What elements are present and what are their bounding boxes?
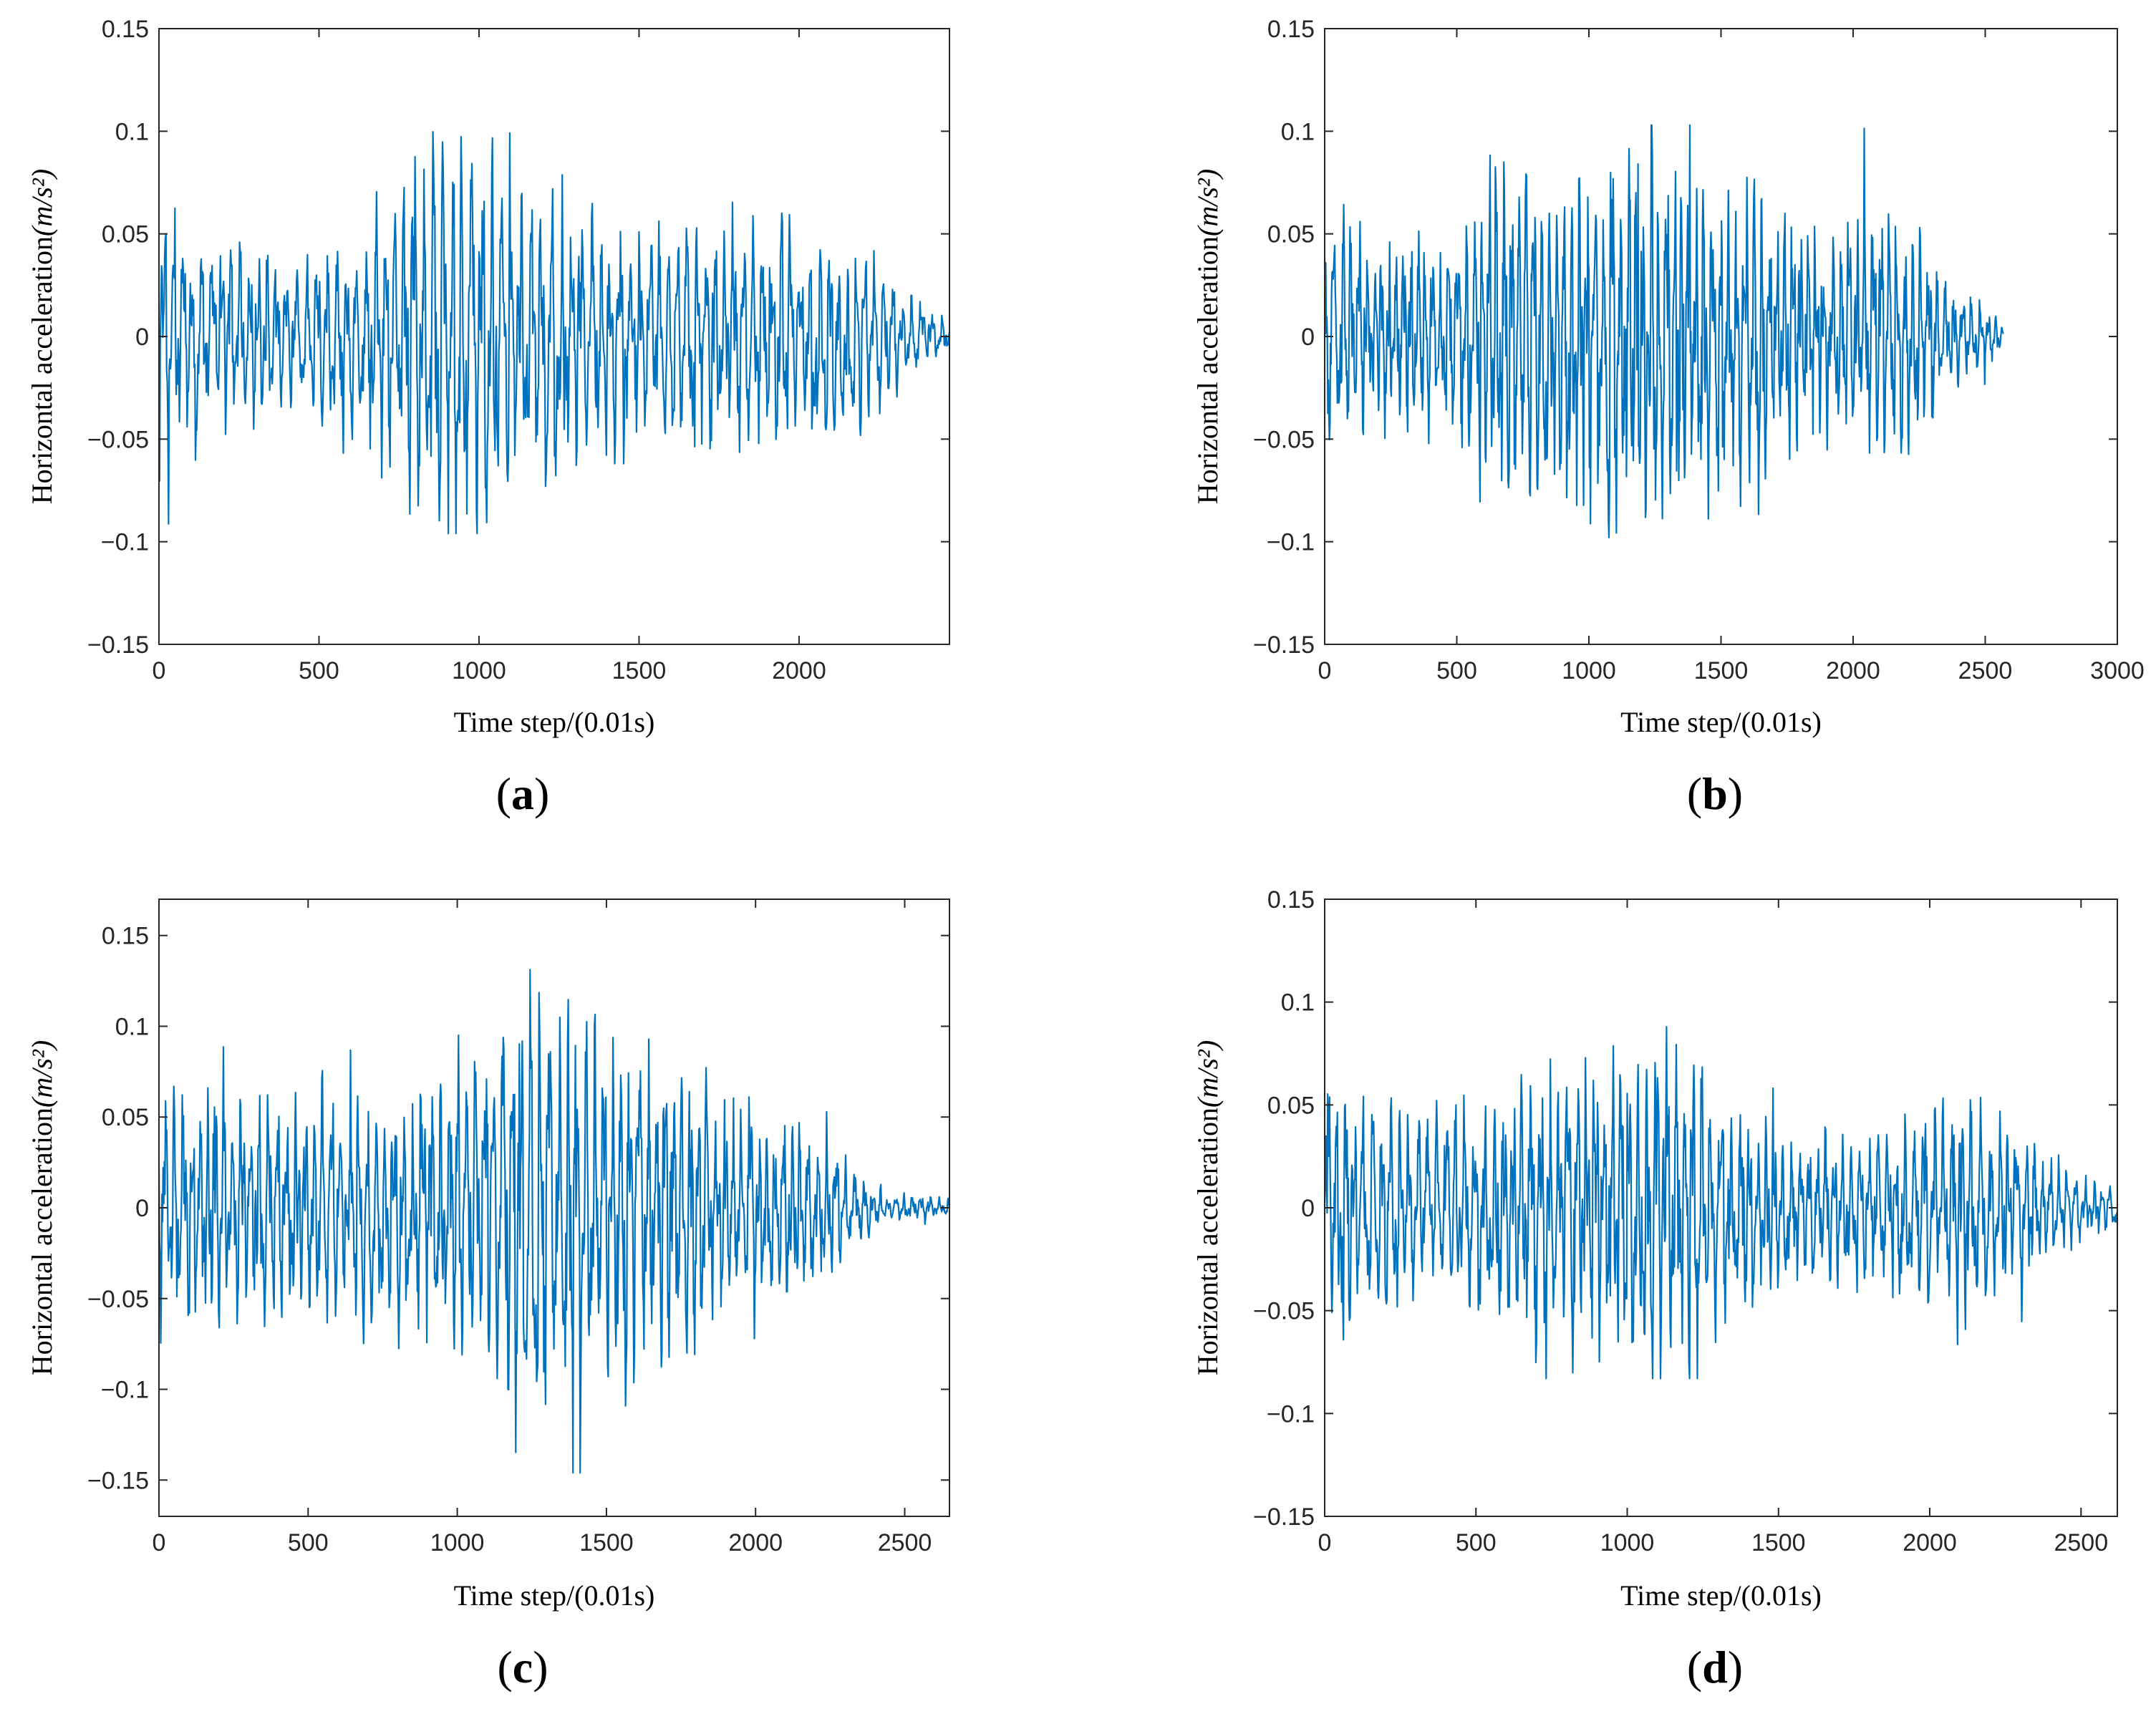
y-tick-label: −0.1 — [1267, 529, 1315, 556]
chart-panel-c: −0.15 −0.1 −0.05 0 0.05 0.1 0.15 0 500 1000 1500 20… — [26, 899, 951, 1692]
series-line-a — [158, 131, 951, 535]
y-tick-label: 0.1 — [115, 1013, 149, 1040]
series-line-d — [1323, 1025, 2118, 1380]
y-tick-label: −0.1 — [101, 1377, 149, 1404]
y-tick-label: 0.05 — [102, 221, 149, 248]
x-tick-label: 0 — [153, 657, 166, 684]
chart-panel-b: −0.15 −0.1 −0.05 0 0.05 0.1 0.15 0 500 1000 1500 20… — [1191, 16, 2145, 819]
y-tick-label: 0 — [1301, 324, 1315, 351]
y-tick-label: −0.1 — [1267, 1400, 1315, 1428]
x-tick-label: 1000 — [1562, 657, 1616, 684]
plot-frame-c — [158, 899, 950, 1517]
y-tick-label: −0.15 — [87, 1467, 149, 1494]
chart-panel-a: −0.15 −0.1 −0.05 0 0.05 0.1 0.15 0 500 1000 1500 20… — [26, 16, 951, 819]
y-tick-label: −0.15 — [1253, 1503, 1315, 1531]
x-tick-label: 1000 — [430, 1529, 485, 1556]
panel-label-b: (b) — [1687, 768, 1743, 819]
y-tick-label: 0.05 — [1267, 221, 1315, 248]
y-axis-label: Horizontal acceleration(m/s²) — [1191, 1040, 1224, 1375]
x-tick-label: 500 — [1436, 657, 1477, 684]
y-tick-label: 0 — [135, 1195, 149, 1222]
x-tick-label: 500 — [299, 657, 339, 684]
y-tick-label: 0 — [1301, 1195, 1315, 1222]
x-tick-label: 500 — [288, 1529, 329, 1556]
y-axis-label: Horizontal acceleration(m/s²) — [26, 1040, 58, 1375]
x-tick-label: 2000 — [1826, 657, 1880, 684]
series-line-b — [1323, 124, 2004, 539]
x-tick-label: 0 — [153, 1529, 166, 1556]
x-tick-label: 2500 — [1958, 657, 2013, 684]
y-axis-label: Horizontal acceleration(m/s²) — [1191, 169, 1224, 504]
y-tick-label: −0.05 — [1253, 426, 1315, 453]
x-tick-label: 2000 — [772, 657, 826, 684]
x-tick-label: 2500 — [2054, 1529, 2108, 1556]
y-tick-label: 0.15 — [1267, 16, 1315, 43]
y-tick-label: 0 — [135, 324, 149, 351]
x-tick-label: 0 — [1318, 1529, 1332, 1556]
x-tick-label: 2500 — [878, 1529, 932, 1556]
x-tick-label: 1500 — [612, 657, 667, 684]
x-tick-label: 3000 — [2090, 657, 2145, 684]
y-tick-label: 0.05 — [1267, 1092, 1315, 1119]
y-axis-label: Horizontal acceleration(m/s²) — [26, 169, 58, 504]
chart-panel-d: −0.15 −0.1 −0.05 0 0.05 0.1 0.15 0 500 1000 1500 20… — [1191, 886, 2118, 1692]
x-tick-label: 2000 — [1903, 1529, 1957, 1556]
y-tick-label: 0.05 — [102, 1104, 149, 1131]
y-tick-label: −0.1 — [101, 529, 149, 556]
y-tick-label: 0.1 — [1281, 118, 1315, 145]
y-tick-label: −0.05 — [87, 426, 149, 453]
x-tick-label: 1000 — [1600, 1529, 1655, 1556]
x-tick-label: 1500 — [1751, 1529, 1806, 1556]
y-tick-label: −0.15 — [1253, 631, 1315, 659]
y-tick-label: 0.1 — [1281, 989, 1315, 1017]
panel-label-c: (c) — [497, 1642, 548, 1692]
x-tick-label: 500 — [1456, 1529, 1497, 1556]
x-tick-label: 1500 — [1694, 657, 1749, 684]
x-tick-label: 0 — [1318, 657, 1332, 684]
y-tick-label: 0.1 — [115, 118, 149, 145]
x-axis-label: Time step/(0.01s) — [454, 1579, 655, 1612]
x-axis-label: Time step/(0.01s) — [1620, 706, 1822, 738]
series-line-c — [158, 969, 951, 1474]
y-tick-label: 0.15 — [1267, 886, 1315, 914]
x-tick-label: 1000 — [452, 657, 506, 684]
y-tick-label: 0.15 — [102, 16, 149, 43]
x-tick-label: 2000 — [728, 1529, 783, 1556]
x-axis-label: Time step/(0.01s) — [1620, 1579, 1822, 1612]
panel-label-a: (a) — [496, 768, 550, 819]
y-tick-label: −0.05 — [87, 1286, 149, 1313]
x-axis-label: Time step/(0.01s) — [454, 706, 655, 738]
y-tick-label: −0.15 — [87, 631, 149, 659]
panel-label-d: (d) — [1687, 1642, 1743, 1692]
y-tick-label: −0.05 — [1253, 1298, 1315, 1325]
x-tick-label: 1500 — [579, 1529, 634, 1556]
y-tick-label: 0.15 — [102, 923, 149, 950]
